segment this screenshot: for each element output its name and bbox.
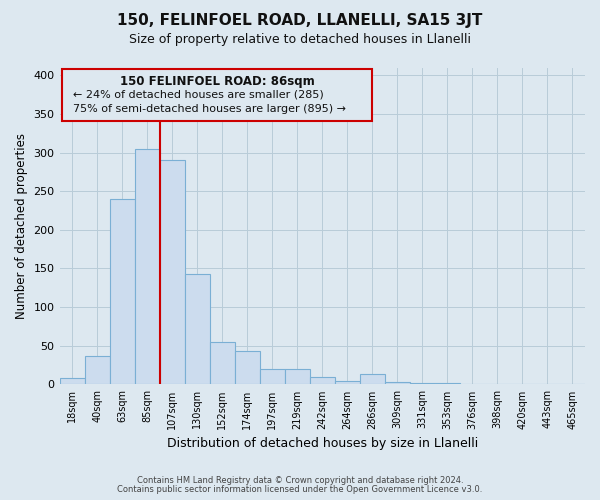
Bar [385, 382, 410, 384]
Bar [134, 148, 160, 384]
X-axis label: Distribution of detached houses by size in Llanelli: Distribution of detached houses by size … [167, 437, 478, 450]
Bar [310, 376, 335, 384]
Text: ← 24% of detached houses are smaller (285): ← 24% of detached houses are smaller (28… [73, 90, 323, 100]
Text: Contains HM Land Registry data © Crown copyright and database right 2024.: Contains HM Land Registry data © Crown c… [137, 476, 463, 485]
Bar [110, 199, 134, 384]
Bar [185, 274, 209, 384]
Text: 150, FELINFOEL ROAD, LLANELLI, SA15 3JT: 150, FELINFOEL ROAD, LLANELLI, SA15 3JT [118, 12, 482, 28]
Text: Size of property relative to detached houses in Llanelli: Size of property relative to detached ho… [129, 32, 471, 46]
Text: Contains public sector information licensed under the Open Government Licence v3: Contains public sector information licen… [118, 485, 482, 494]
Bar [160, 160, 185, 384]
Y-axis label: Number of detached properties: Number of detached properties [15, 133, 28, 319]
Text: 150 FELINFOEL ROAD: 86sqm: 150 FELINFOEL ROAD: 86sqm [120, 76, 314, 88]
Bar [360, 374, 385, 384]
Bar [260, 369, 285, 384]
Bar [335, 380, 360, 384]
Bar [285, 369, 310, 384]
Bar [235, 351, 260, 384]
Bar [209, 342, 235, 384]
Bar [59, 378, 85, 384]
Bar [435, 383, 460, 384]
Bar [410, 383, 435, 384]
FancyBboxPatch shape [62, 69, 372, 122]
Bar [85, 356, 110, 384]
Text: 75% of semi-detached houses are larger (895) →: 75% of semi-detached houses are larger (… [73, 104, 346, 114]
